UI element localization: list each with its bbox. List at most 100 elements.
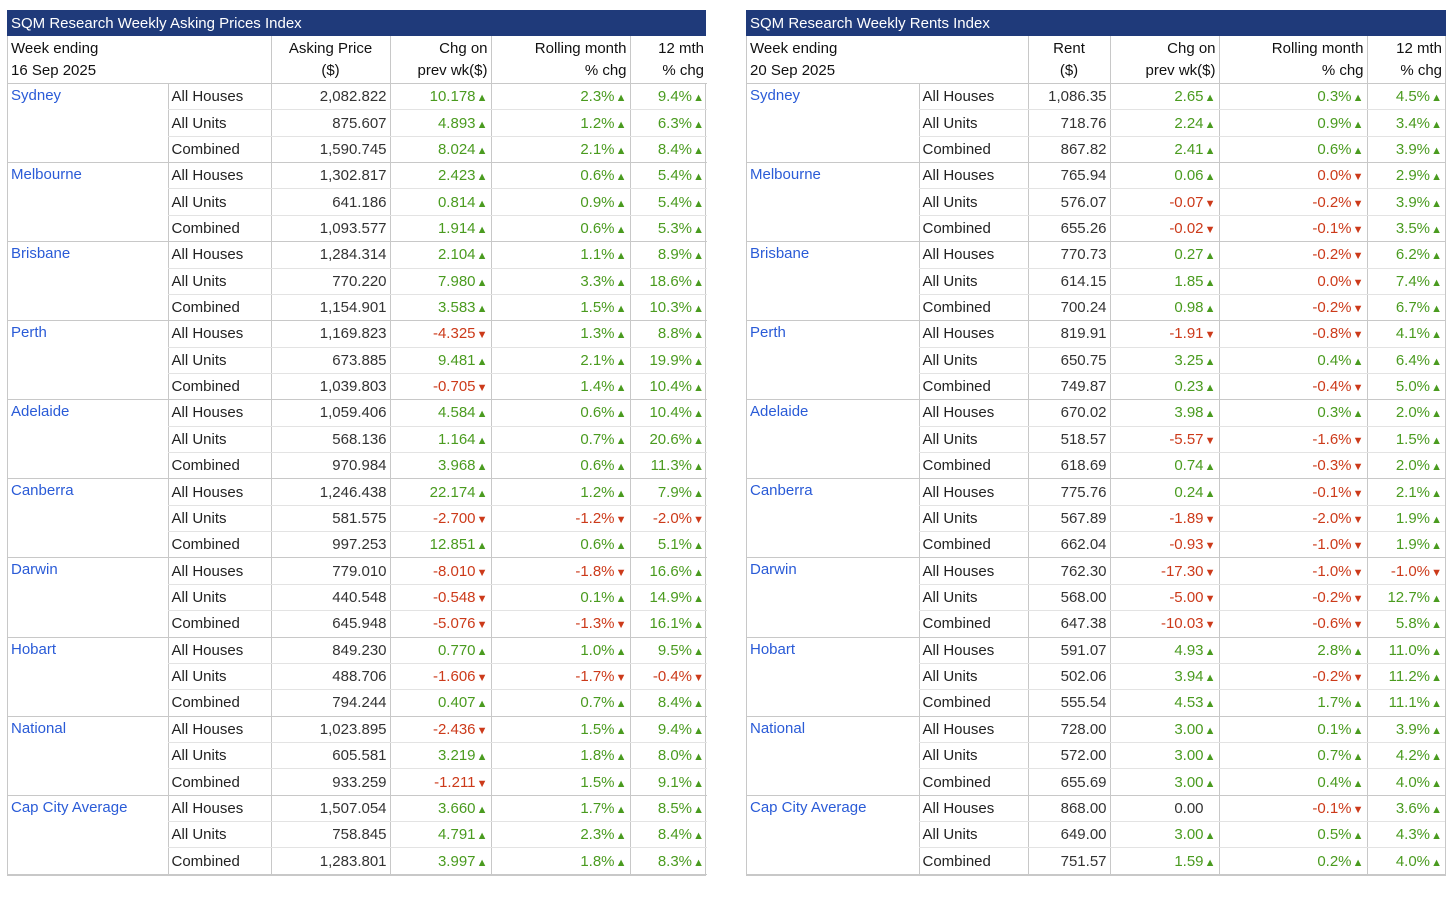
column-header-line: prev wk($) <box>1145 62 1216 79</box>
dwelling-type: All Units <box>167 663 272 691</box>
change-value: 0.00 <box>1174 799 1204 817</box>
city-label: Canberra <box>8 478 168 559</box>
triangle-down-icon: ▼ <box>1204 566 1216 579</box>
change-value: -0.8% <box>1312 325 1352 343</box>
index-value: 751.57 <box>1027 847 1111 875</box>
index-value: 1,302.817 <box>270 162 391 190</box>
change-cell: 4.3%▲ <box>1366 821 1446 849</box>
triangle-up-icon: ▲ <box>1352 355 1364 368</box>
triangle-up-icon: ▲ <box>693 144 704 157</box>
triangle-up-icon: ▲ <box>1352 645 1364 658</box>
change-cell: 4.0%▲ <box>1366 768 1446 796</box>
change-cell: 1.9%▲ <box>1366 531 1446 559</box>
change-cell: 0.9%▲ <box>490 188 631 216</box>
asking-prices-body: Sydney All Houses 2,082.822 10.178▲ 2.3%▲ 9.4… <box>8 83 708 875</box>
triangle-down-icon: ▼ <box>476 329 488 342</box>
triangle-down-icon: ▼ <box>1204 197 1216 210</box>
change-value: 11.3% <box>650 457 693 475</box>
change-cell: 5.0%▲ <box>1366 373 1446 401</box>
change-value: 2.24 <box>1174 114 1204 132</box>
change-cell: 16.6%▲ <box>629 557 708 585</box>
index-value: 488.706 <box>270 663 391 691</box>
dwelling-type: Combined <box>167 768 272 796</box>
triangle-up-icon: ▲ <box>476 751 488 764</box>
index-value: 655.26 <box>1027 215 1111 243</box>
change-value: -5.00 <box>1169 589 1204 606</box>
dwelling-type: All Units <box>167 505 272 533</box>
triangle-up-icon: ▲ <box>1431 223 1442 236</box>
change-cell: 0.0%▼ <box>1218 268 1368 295</box>
change-cell: 2.423▲ <box>389 162 492 190</box>
triangle-down-icon: ▼ <box>693 513 704 526</box>
column-header-line: % chg <box>662 62 705 79</box>
table-row: All Units 518.57 -5.57▼ -1.6%▼ 1.5%▲ <box>747 426 1446 454</box>
triangle-up-icon: ▲ <box>615 487 627 500</box>
index-value: 650.75 <box>1027 347 1111 374</box>
change-cell: 3.3%▲ <box>490 268 631 295</box>
change-cell: 6.7%▲ <box>1366 294 1446 322</box>
change-cell: 3.5%▲ <box>1366 215 1446 243</box>
change-value: -2.700 <box>432 509 476 527</box>
change-value: 0.23 <box>1174 378 1204 396</box>
change-cell: 3.98▲ <box>1109 399 1220 427</box>
triangle-up-icon: ▲ <box>1204 856 1216 869</box>
index-value: 1,093.577 <box>270 215 391 243</box>
dwelling-type: All Units <box>167 821 272 849</box>
column-header: Asking Price ($) <box>270 36 391 84</box>
change-value: 3.98 <box>1174 404 1204 422</box>
change-value: -0.07 <box>1169 193 1204 211</box>
triangle-down-icon: ▼ <box>1352 276 1364 289</box>
index-value: 868.00 <box>1027 795 1111 823</box>
change-value: -10.03 <box>1160 615 1204 633</box>
dwelling-type: Combined <box>167 136 272 164</box>
triangle-up-icon: ▲ <box>1204 118 1216 131</box>
triangle-up-icon: ▲ <box>1204 144 1216 157</box>
change-value: 3.6% <box>1395 799 1431 817</box>
index-value: 670.02 <box>1027 399 1111 427</box>
table-row: Combined 997.253 12.851▲ 0.6%▲ 5.1%▲ <box>8 531 708 559</box>
change-value: -0.1% <box>1312 483 1352 501</box>
change-cell: -1.2%▼ <box>490 505 631 533</box>
triangle-up-icon: ▲ <box>693 223 704 236</box>
index-value: 649.00 <box>1027 821 1111 849</box>
change-cell: 7.4%▲ <box>1366 268 1446 295</box>
change-cell: 10.4%▲ <box>629 399 708 427</box>
triangle-down-icon: ▼ <box>476 619 488 632</box>
triangle-up-icon: ▲ <box>1431 118 1442 131</box>
change-value: 2.8% <box>1317 641 1352 659</box>
change-cell: 1.5%▲ <box>490 294 631 322</box>
change-value: 1.7% <box>580 799 615 817</box>
triangle-up-icon: ▲ <box>1352 856 1364 869</box>
change-cell: 4.893▲ <box>389 109 492 137</box>
triangle-up-icon: ▲ <box>476 803 488 816</box>
index-value: 641.186 <box>270 188 391 216</box>
change-value: 3.583 <box>437 299 476 317</box>
table-row: Hobart All Houses 591.07 4.93▲ 2.8%▲ 11.0%▲ <box>747 637 1446 717</box>
change-cell: 0.4%▲ <box>1218 347 1368 374</box>
triangle-down-icon: ▼ <box>1352 329 1364 342</box>
dwelling-type: Combined <box>918 847 1029 875</box>
dwelling-type: All Houses <box>167 557 272 585</box>
column-header-line: Rolling month <box>1271 40 1364 57</box>
change-value: 8.4% <box>657 140 693 158</box>
index-value: 779.010 <box>270 557 391 585</box>
triangle-down-icon: ▼ <box>1204 329 1216 342</box>
triangle-up-icon: ▲ <box>1431 461 1442 474</box>
change-value: -0.4% <box>1312 378 1352 396</box>
table-row: Hobart All Houses 849.230 0.770▲ 1.0%▲ 9.5%▲ <box>8 637 708 717</box>
triangle-down-icon: ▼ <box>1352 540 1364 553</box>
change-cell: 6.3%▲ <box>629 109 708 137</box>
triangle-down-icon: ▼ <box>476 672 488 685</box>
triangle-up-icon: ▲ <box>693 777 704 790</box>
triangle-up-icon: ▲ <box>693 566 704 579</box>
triangle-down-icon: ▼ <box>1352 461 1364 474</box>
column-header-line: Week ending <box>11 40 99 57</box>
change-cell: -0.02▼ <box>1109 215 1220 243</box>
table-row: Canberra All Houses 1,246.438 22.174▲ 1.2%▲ 7… <box>8 478 708 559</box>
dwelling-type: Combined <box>918 215 1029 243</box>
change-cell: 2.1%▲ <box>1366 478 1446 506</box>
triangle-up-icon: ▲ <box>615 355 627 368</box>
triangle-up-icon: ▲ <box>1352 724 1364 737</box>
change-value: -1.606 <box>432 668 476 686</box>
change-value: 4.791 <box>437 826 476 844</box>
